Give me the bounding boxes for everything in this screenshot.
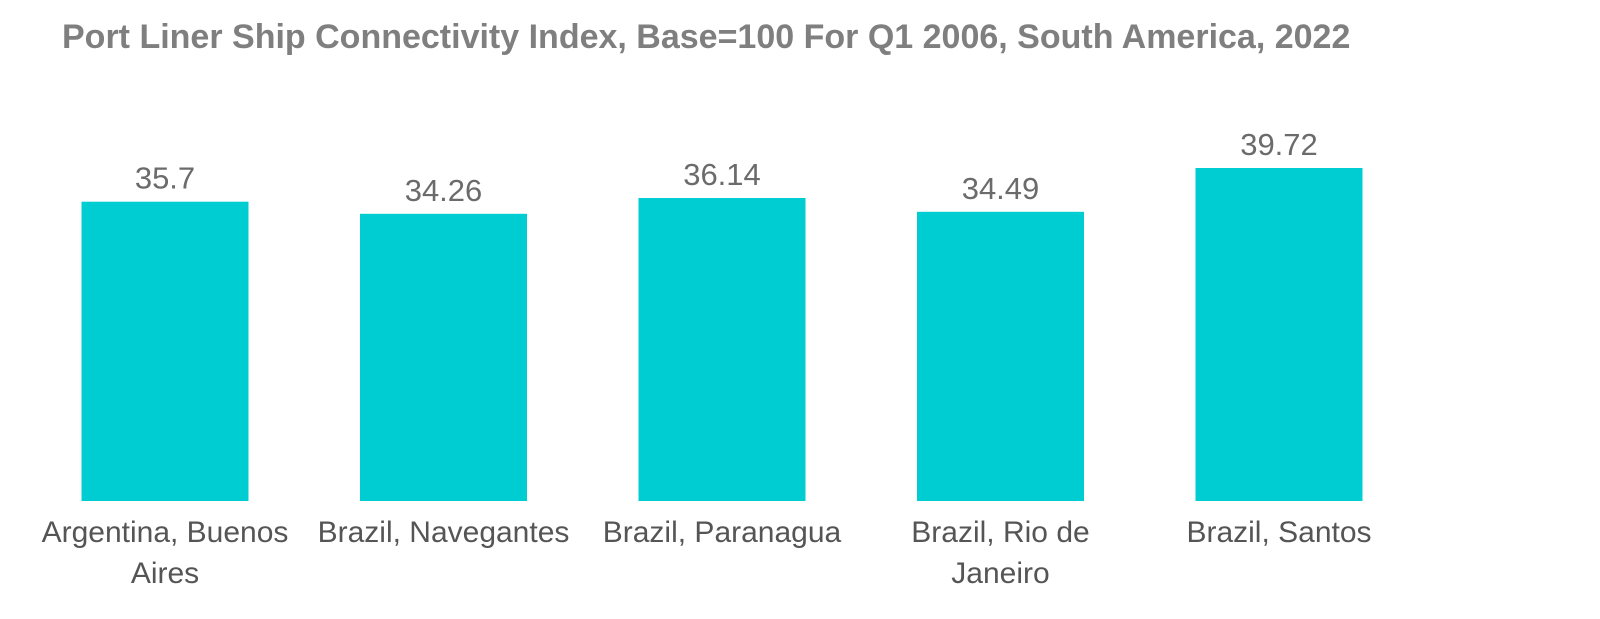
- category-label-4: Brazil, Santos: [1186, 516, 1371, 549]
- category-label-2: Brazil, Paranagua: [603, 516, 842, 549]
- value-label-1: 34.26: [405, 173, 483, 208]
- value-labels-layer: 35.7 34.26 36.14 34.49 39.72: [135, 127, 1318, 208]
- category-label-0-line-1: Aires: [131, 557, 199, 590]
- chart-title: Port Liner Ship Connectivity Index, Base…: [62, 18, 1351, 56]
- value-label-3: 34.49: [962, 171, 1040, 206]
- bar-0: [81, 201, 249, 501]
- bar-1: [360, 213, 527, 502]
- value-label-0: 35.7: [135, 161, 195, 196]
- category-labels-layer: Argentina, Buenos Aires Brazil, Navegantes…: [42, 516, 1372, 590]
- bar-2: [638, 198, 806, 501]
- value-label-4: 39.72: [1240, 127, 1318, 162]
- bar-4: [1195, 168, 1363, 501]
- category-label-1: Brazil, Navegantes: [318, 516, 570, 549]
- category-label-0-line-0: Argentina, Buenos: [42, 516, 289, 549]
- value-label-2: 36.14: [683, 157, 761, 192]
- category-label-3-line-1: Janeiro: [951, 557, 1049, 590]
- bar-3: [917, 211, 1084, 502]
- category-label-3-line-0: Brazil, Rio de: [911, 516, 1089, 549]
- bars-layer: [81, 168, 1363, 502]
